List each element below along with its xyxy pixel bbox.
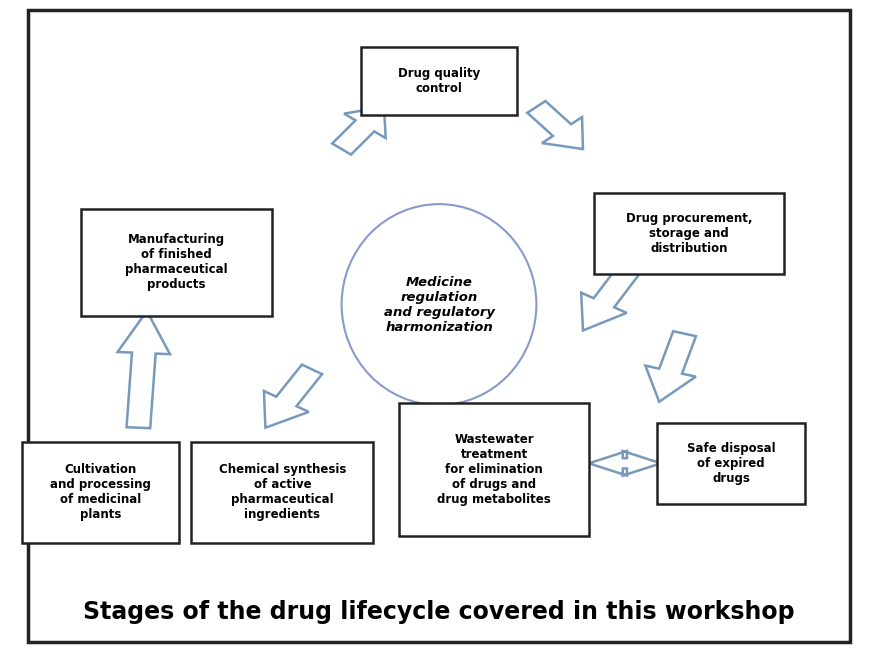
Text: Safe disposal
of expired
drugs: Safe disposal of expired drugs <box>686 442 774 485</box>
FancyBboxPatch shape <box>656 423 804 504</box>
FancyBboxPatch shape <box>398 403 588 537</box>
FancyBboxPatch shape <box>593 193 783 273</box>
Text: Chemical synthesis
of active
pharmaceutical
ingredients: Chemical synthesis of active pharmaceuti… <box>218 463 346 522</box>
FancyBboxPatch shape <box>22 442 178 543</box>
FancyBboxPatch shape <box>28 10 849 642</box>
Polygon shape <box>527 101 582 149</box>
Text: Stages of the drug lifecycle covered in this workshop: Stages of the drug lifecycle covered in … <box>83 600 794 625</box>
Polygon shape <box>118 311 170 428</box>
Polygon shape <box>588 451 660 476</box>
Polygon shape <box>581 264 639 330</box>
Text: Drug procurement,
storage and
distribution: Drug procurement, storage and distributi… <box>624 212 752 255</box>
FancyBboxPatch shape <box>360 47 517 115</box>
Polygon shape <box>264 365 322 428</box>
Polygon shape <box>645 331 695 402</box>
Ellipse shape <box>341 204 536 405</box>
Polygon shape <box>332 107 385 155</box>
Text: Drug quality
control: Drug quality control <box>397 67 480 95</box>
Text: Cultivation
and processing
of medicinal
plants: Cultivation and processing of medicinal … <box>50 463 151 522</box>
FancyBboxPatch shape <box>191 442 373 543</box>
Text: Medicine
regulation
and regulatory
harmonization: Medicine regulation and regulatory harmo… <box>383 275 494 334</box>
FancyBboxPatch shape <box>82 209 272 316</box>
Text: Manufacturing
of finished
pharmaceutical
products: Manufacturing of finished pharmaceutical… <box>125 233 227 292</box>
Polygon shape <box>207 211 259 312</box>
Text: Wastewater
treatment
for elimination
of drugs and
drug metabolites: Wastewater treatment for elimination of … <box>437 434 550 506</box>
